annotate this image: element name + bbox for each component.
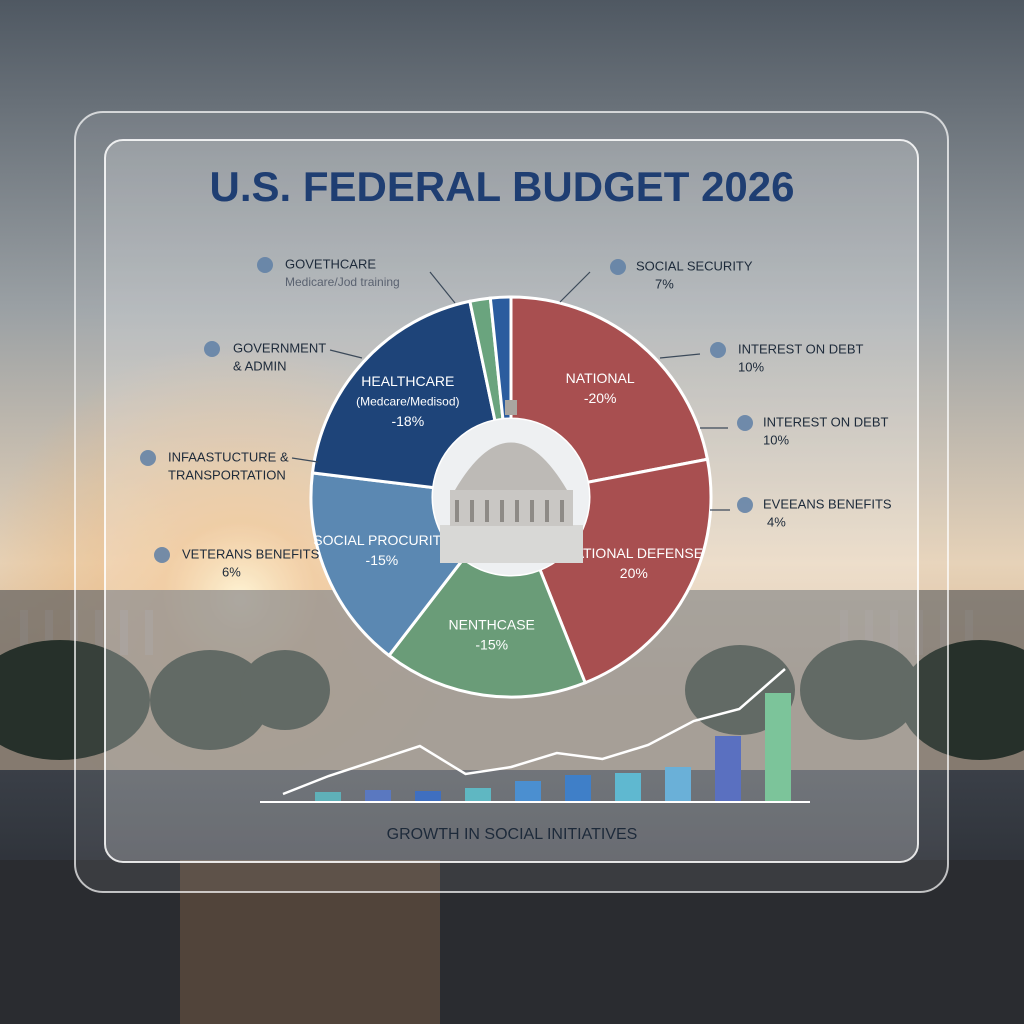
callout-text: 6% [222, 564, 241, 579]
growth-chart [282, 668, 791, 802]
segment-label: NATIONAL DEFENSE [565, 545, 703, 561]
segment-label: -18% [391, 413, 424, 429]
callout-text: INFAASTUCTURE & [168, 449, 289, 464]
growth-bar [515, 781, 541, 802]
growth-bar [565, 775, 591, 802]
callouts: GOVETHCARE Medicare/Jod training GOVERNMEN… [140, 256, 892, 579]
callout-icon [204, 341, 220, 357]
segment-label: 20% [620, 565, 648, 581]
segment-label: NATIONAL [566, 370, 635, 386]
segment-label: -15% [475, 636, 508, 652]
callout-text: Medicare/Jod training [285, 275, 400, 289]
segment-label: HEALTHCARE [361, 373, 454, 389]
callout-leader [559, 271, 591, 303]
callout-text: & ADMIN [233, 358, 286, 373]
callout-leader [429, 271, 456, 304]
capitol [433, 400, 589, 575]
callout-icon [737, 497, 753, 513]
callout-leader [329, 349, 363, 359]
road-reflection [180, 860, 440, 1024]
callout-text: 10% [738, 359, 764, 374]
callout-text: TRANSPORTATION [168, 467, 286, 482]
callout-text: INTEREST ON DEBT [738, 341, 864, 356]
callout-leader [659, 353, 701, 359]
segment-label: SOCIAL PROCURITY [313, 532, 451, 548]
growth-line [282, 668, 786, 796]
growth-bar [415, 791, 441, 802]
callout-text: 4% [767, 514, 786, 529]
segment-label: -15% [366, 552, 399, 568]
donut-chart: NATIONAL -20% NATIONAL DEFENSE 20% NENTHCASE… [309, 295, 713, 699]
callout-text: EVEEANS BENEFITS [763, 496, 892, 511]
callout-icon [154, 547, 170, 563]
callout-text: 7% [655, 276, 674, 291]
growth-bar [365, 790, 391, 802]
callout-leader [291, 457, 319, 463]
segment-label: NENTHCASE [449, 616, 535, 632]
road [0, 860, 1024, 1024]
callout-icon [610, 259, 626, 275]
callout-text: GOVETHCARE [285, 256, 376, 271]
callout-text: 10% [763, 432, 789, 447]
callout-icon [257, 257, 273, 273]
growth-bar [465, 788, 491, 802]
growth-bar [665, 767, 691, 802]
segment-label: (Medcare/Medisod) [356, 395, 459, 409]
callout-text: SOCIAL SECURITY [636, 258, 753, 273]
growth-title: GROWTH IN SOCIAL INITIATIVES [387, 826, 638, 843]
callout-text: GOVERNMENT [233, 340, 326, 355]
growth-bar [765, 693, 791, 802]
growth-bar [315, 792, 341, 802]
page-title: U.S. FEDERAL BUDGET 2026 [209, 163, 794, 210]
callout-icon [140, 450, 156, 466]
callout-icon [710, 342, 726, 358]
callout-text: VETERANS BENEFITS [182, 546, 320, 561]
growth-bar [715, 736, 741, 802]
segment-label: -20% [584, 390, 617, 406]
callout-text: INTEREST ON DEBT [763, 414, 889, 429]
growth-bar [615, 773, 641, 802]
callout-icon [737, 415, 753, 431]
